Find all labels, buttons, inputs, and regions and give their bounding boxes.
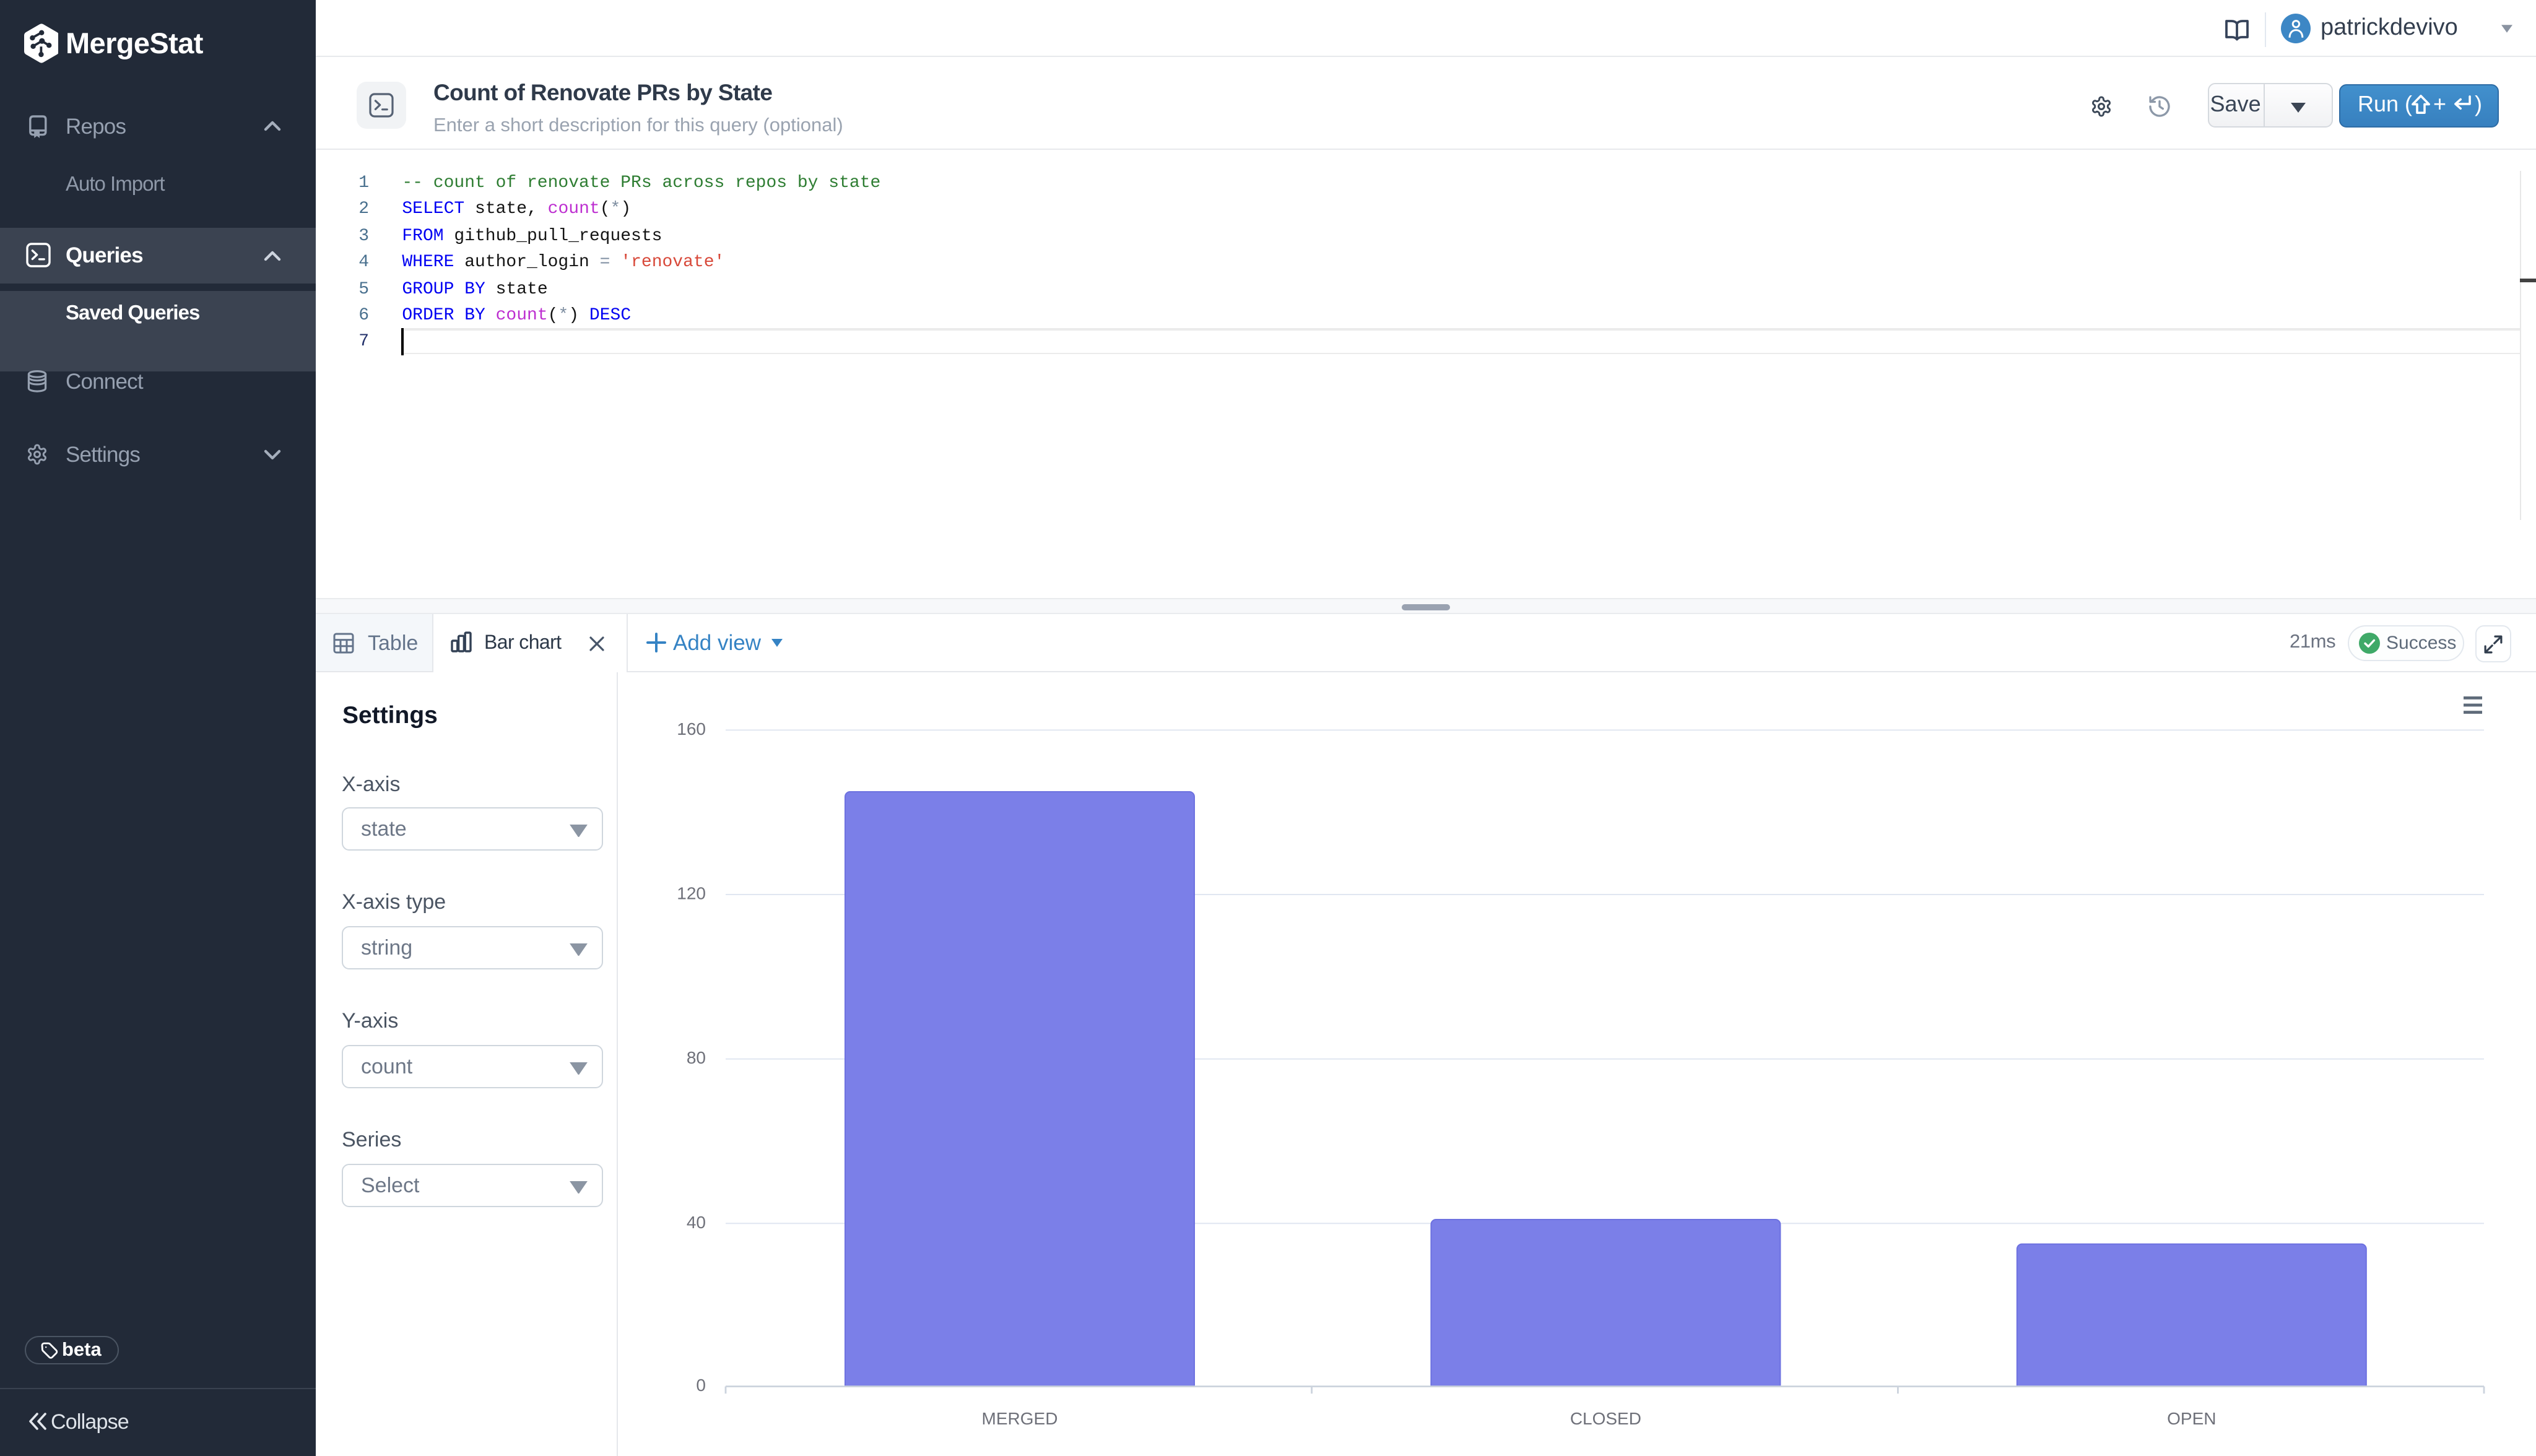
svg-text:40: 40 (687, 1213, 706, 1232)
svg-text:160: 160 (677, 719, 706, 739)
svg-text:0: 0 (696, 1376, 706, 1395)
svg-text:120: 120 (677, 883, 706, 903)
svg-text:CLOSED: CLOSED (1570, 1409, 1641, 1428)
svg-text:MERGED: MERGED (982, 1409, 1058, 1428)
svg-text:OPEN: OPEN (2167, 1409, 2216, 1428)
svg-text:80: 80 (687, 1048, 706, 1067)
